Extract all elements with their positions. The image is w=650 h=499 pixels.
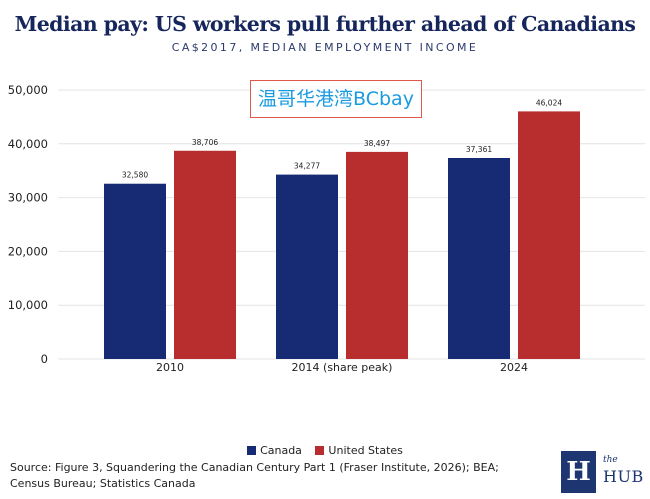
x-tick-label: 2010 [156, 361, 184, 374]
hub-logo-the: the [603, 455, 618, 465]
bar [346, 151, 408, 359]
y-tick-label: 10,000 [8, 298, 48, 312]
data-label: 32,580 [122, 171, 148, 180]
bar [104, 183, 166, 359]
bar [276, 174, 338, 359]
y-tick-label: 40,000 [8, 137, 48, 151]
bar [174, 150, 236, 359]
watermark-label: 温哥华港湾BCbay [250, 80, 422, 118]
y-tick-label: 0 [41, 352, 48, 366]
data-label: 34,277 [294, 162, 320, 171]
data-label: 37,361 [466, 145, 492, 154]
bar [518, 111, 580, 360]
legend-label-united-states: United States [328, 444, 403, 457]
legend: Canada United States [0, 444, 650, 457]
data-label: 46,024 [536, 98, 562, 107]
x-tick-label: 2014 (share peak) [292, 361, 393, 374]
legend-item-canada: Canada [247, 444, 302, 457]
y-tick-label: 30,000 [8, 191, 48, 205]
bar [448, 157, 510, 359]
legend-item-united-states: United States [315, 444, 403, 457]
hub-logo-mark: H [561, 451, 596, 493]
legend-label-canada: Canada [260, 444, 302, 457]
y-tick-label: 20,000 [8, 244, 48, 258]
chart-subtitle: CA$2017, MEDIAN EMPLOYMENT INCOME [171, 41, 479, 54]
x-tick-label: 2024 [500, 361, 528, 374]
data-label: 38,706 [192, 138, 218, 147]
hub-logo-name: HUB [603, 467, 644, 486]
legend-swatch-canada [247, 446, 257, 455]
the-hub-logo: H the HUB [561, 451, 644, 493]
data-label: 38,497 [364, 139, 390, 148]
y-tick-label: 50,000 [8, 83, 48, 97]
legend-swatch-united-states [315, 446, 325, 455]
source-note: Source: Figure 3, Squandering the Canadi… [10, 461, 499, 490]
chart-title: Median pay: US workers pull further ahea… [14, 12, 636, 36]
